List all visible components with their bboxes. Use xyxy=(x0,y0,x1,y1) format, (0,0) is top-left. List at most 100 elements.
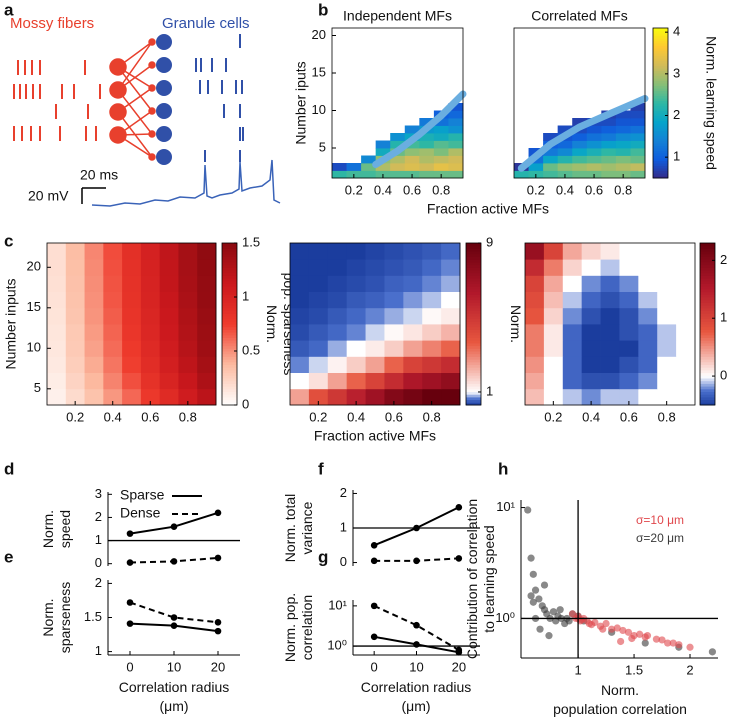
heatmap-cell xyxy=(676,388,696,406)
heatmap-cell xyxy=(543,307,564,325)
heatmap-cell xyxy=(448,170,464,179)
colorbar-strip xyxy=(222,307,237,311)
heatmap-cell xyxy=(140,388,161,406)
colorbar-strip xyxy=(700,351,715,355)
heatmap-cell xyxy=(630,170,646,179)
colorbar-strip xyxy=(222,315,237,320)
colorbar-tick-label: 0 xyxy=(720,368,727,383)
heatmap-cell xyxy=(525,324,545,341)
colorbar-strip xyxy=(222,291,237,295)
colorbar-strip xyxy=(653,108,668,111)
heatmap-cell xyxy=(122,243,142,260)
colorbar-strip xyxy=(653,148,668,151)
heatmap-cell xyxy=(47,372,67,390)
colorbar-strip xyxy=(222,364,237,368)
heatmap-cell xyxy=(600,388,620,406)
colorbar-tick-label: 0 xyxy=(242,396,249,411)
colorbar-strip xyxy=(222,396,237,401)
heatmap-cell xyxy=(630,155,646,164)
gc-spikes xyxy=(195,34,244,162)
heatmap-cell xyxy=(384,324,404,341)
point xyxy=(370,557,378,565)
heatmap-cell xyxy=(422,275,442,292)
panel-a: a Mossy fibers Granule cells 20 ms 20 mV xyxy=(4,0,281,207)
colorbar-tick-label: 4 xyxy=(673,24,680,39)
panel-label: c xyxy=(4,231,13,250)
voltage-bar-label: 20 mV xyxy=(28,188,69,204)
heatmap-cell xyxy=(543,388,564,406)
heatmap-cell xyxy=(433,140,449,149)
colorbar-strip xyxy=(653,120,668,124)
heatmap-cell xyxy=(403,259,423,276)
heatmap-cell xyxy=(103,259,123,276)
colorbar-strip xyxy=(700,261,715,266)
colorbar-strip xyxy=(653,50,668,54)
heatmap-cell xyxy=(638,291,658,309)
x-tick-label: 20 xyxy=(211,659,225,674)
colorbar-strip xyxy=(466,359,481,363)
colorbar-tick-label: 9 xyxy=(486,234,493,249)
y-axis-label: Number iputs xyxy=(293,61,309,144)
colorbar-strip xyxy=(653,30,668,34)
colorbar-strip xyxy=(466,378,481,382)
colorbar-strip xyxy=(466,243,481,247)
heatmap-cell xyxy=(365,324,385,341)
colorbar-strip xyxy=(653,73,668,76)
heatmap-cell xyxy=(441,372,461,390)
colorbar-strip xyxy=(700,299,715,303)
heatmap-cell xyxy=(47,259,67,276)
heatmap-cell xyxy=(600,259,620,276)
heatmap-cell xyxy=(47,340,67,357)
colorbar-tick-label: 3 xyxy=(673,65,680,80)
heatmap-cell xyxy=(65,307,85,325)
colorbar-label: Norm. xyxy=(508,305,524,343)
point xyxy=(602,619,610,628)
colorbar-strip xyxy=(466,278,481,282)
y-tick-label: 15 xyxy=(27,299,41,314)
heatmap-cell xyxy=(601,170,617,179)
heatmap-cell xyxy=(581,324,601,341)
point xyxy=(170,558,178,565)
heatmap-cell xyxy=(572,170,588,179)
heatmap-cell xyxy=(601,140,617,149)
legend-label: Sparse xyxy=(120,487,165,503)
heatmap-cell xyxy=(441,275,461,292)
heatmap-cell xyxy=(346,291,366,309)
heatmap-cell xyxy=(308,372,329,390)
x-tick-label: 0.8 xyxy=(658,409,676,424)
heatmap-cell xyxy=(657,388,677,406)
heatmap-cell xyxy=(159,275,179,292)
colorbar-tick-label: 1 xyxy=(673,149,680,164)
colorbar-strip xyxy=(700,326,715,330)
heatmap-cell xyxy=(525,340,545,357)
y-tick-label: 10¹ xyxy=(328,597,347,612)
scale-bar xyxy=(81,187,106,204)
x-tick-label: 0.4 xyxy=(556,182,574,197)
colorbar-strip xyxy=(653,98,668,101)
heatmap-cell xyxy=(562,291,583,309)
heatmap-cell xyxy=(103,372,123,390)
heatmap-cell xyxy=(615,140,631,149)
colorbar-strip xyxy=(700,359,715,363)
heatmap-cell xyxy=(308,388,329,406)
colorbar-strip xyxy=(700,372,715,376)
heatmap-cell xyxy=(159,388,179,406)
colorbar-strip xyxy=(466,283,481,287)
y-tick-label: 0 xyxy=(95,555,102,570)
x-tick-label: 0.4 xyxy=(374,182,392,197)
colorbar-strip xyxy=(700,340,715,344)
mossy-label: Mossy fibers xyxy=(10,15,94,32)
heatmap-cell xyxy=(159,324,179,341)
colorbar-strip xyxy=(466,361,481,365)
heatmap-cell xyxy=(543,324,564,341)
heatmap-cell xyxy=(84,324,104,341)
series-line xyxy=(129,601,219,624)
gc-cells xyxy=(156,34,172,165)
panel-label: d xyxy=(4,459,14,478)
colorbar-strip xyxy=(653,175,668,179)
heatmap-cell xyxy=(290,307,310,325)
point xyxy=(370,633,378,641)
colorbar-strip xyxy=(466,356,481,360)
heatmap-cell xyxy=(657,324,677,341)
heatmap-cell xyxy=(308,243,329,260)
